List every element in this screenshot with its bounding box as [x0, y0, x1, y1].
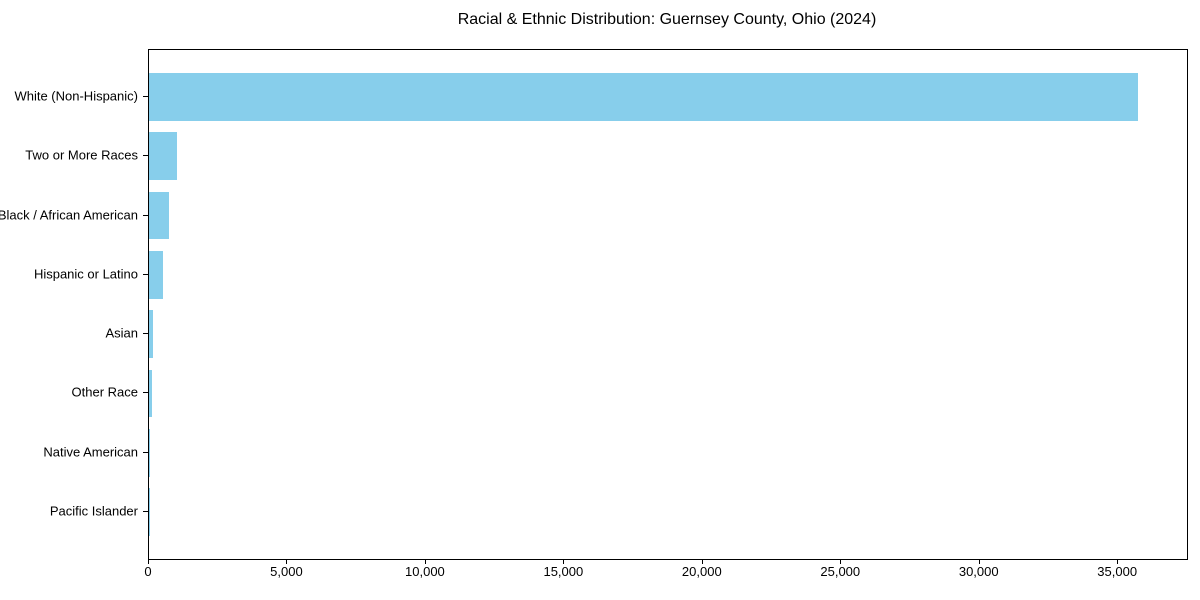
y-tick-mark	[143, 155, 148, 157]
x-tick-mark	[286, 559, 288, 564]
bar-black-african-american	[149, 191, 169, 240]
y-tick-mark	[143, 95, 148, 97]
y-tick-mark	[143, 214, 148, 216]
x-tick-mark	[424, 559, 426, 564]
x-tick-label: 5,000	[270, 564, 303, 579]
y-tick-label: Hispanic or Latino	[33, 266, 138, 282]
bar-two-or-more-races	[149, 132, 178, 180]
y-tick-mark	[143, 511, 148, 513]
x-tick-label: 20,000	[681, 564, 722, 579]
x-tick-mark	[701, 559, 703, 564]
x-tick-label: 35,000	[1097, 564, 1138, 579]
y-tick-label: Other Race	[71, 384, 138, 400]
y-tick-mark	[143, 392, 148, 394]
x-tick-mark	[148, 559, 149, 564]
y-tick-label: Native American	[43, 444, 138, 460]
x-tick-label: 10,000	[405, 564, 445, 579]
bar-asian	[149, 310, 153, 358]
bar-native-american	[149, 429, 151, 477]
y-tick-mark	[143, 451, 148, 453]
x-tick-mark	[840, 559, 842, 564]
y-tick-mark	[143, 273, 148, 275]
x-tick-mark	[978, 559, 980, 564]
x-tick-label: 30,000	[958, 564, 999, 579]
y-tick-label: Two or More Races	[25, 147, 138, 163]
y-tick-mark	[143, 333, 148, 335]
y-tick-label: Pacific Islander	[49, 503, 138, 519]
chart-title: Racial & Ethnic Distribution: Guernsey C…	[457, 11, 877, 28]
x-tick-mark	[563, 559, 565, 564]
x-tick-mark	[1117, 559, 1119, 564]
x-tick-label: 25,000	[820, 564, 861, 579]
y-tick-label: Black / African American	[0, 207, 138, 222]
x-tick-label: 0	[144, 564, 152, 579]
y-tick-label: Asian	[105, 325, 138, 341]
bar-other-race	[149, 369, 153, 418]
x-tick-label: 15,000	[543, 564, 584, 579]
bar-hispanic-or-latino	[149, 251, 163, 299]
y-tick-label: White (Non-Hispanic)	[14, 88, 138, 104]
plot-area	[148, 49, 1188, 560]
bar-white-non-hispanic	[149, 73, 1138, 121]
